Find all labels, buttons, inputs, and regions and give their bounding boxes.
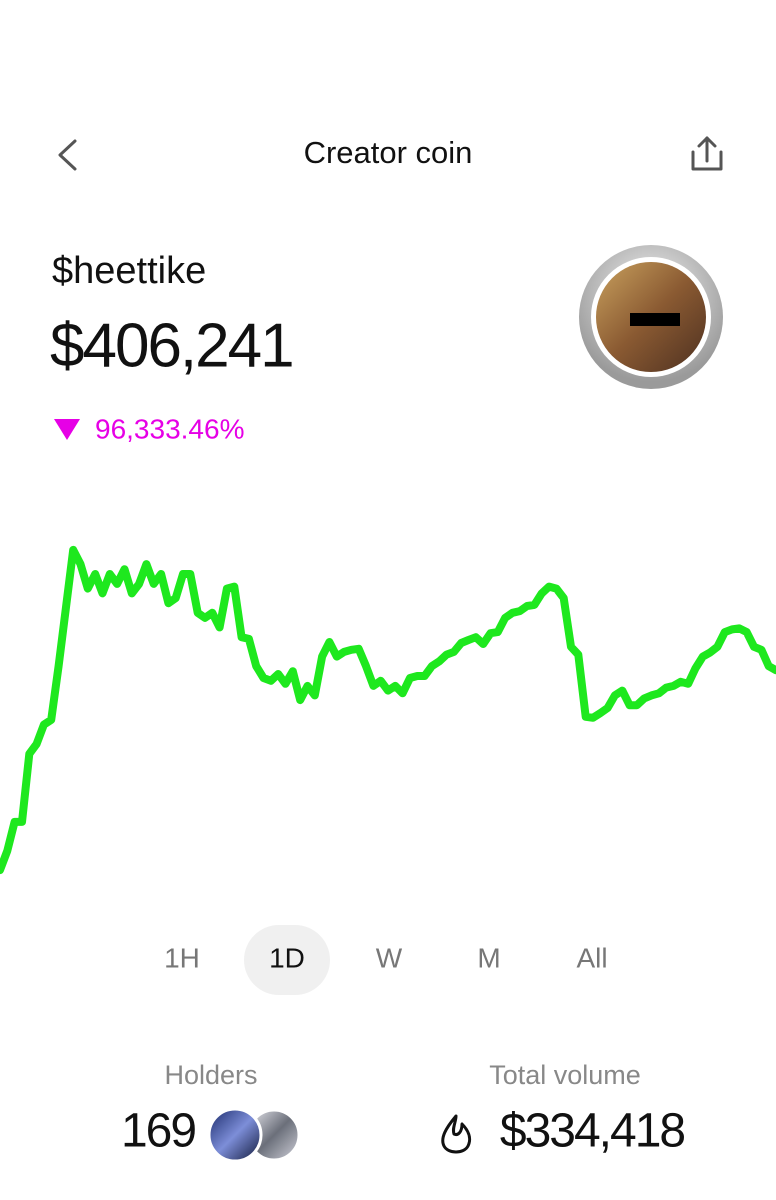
holders-label: Holders bbox=[164, 1060, 257, 1090]
coin-ticker: $heettike bbox=[52, 250, 206, 292]
coin-price: $406,241 bbox=[50, 311, 293, 380]
coin-avatar bbox=[579, 245, 723, 389]
timeframe-tab[interactable]: 1D bbox=[269, 942, 305, 973]
holders-count: 169 bbox=[121, 1105, 195, 1158]
timeframe-tab[interactable]: W bbox=[376, 942, 403, 973]
timeframe-tab[interactable]: M bbox=[477, 942, 500, 973]
header-title: Creator coin bbox=[304, 135, 473, 170]
fire-icon bbox=[441, 1114, 472, 1154]
coin-change: 96,333.46% bbox=[95, 413, 244, 444]
back-button[interactable] bbox=[58, 139, 77, 171]
share-button[interactable] bbox=[691, 136, 723, 171]
volume-value: $334,418 bbox=[500, 1105, 685, 1158]
holder-avatar bbox=[207, 1107, 263, 1163]
volume-label: Total volume bbox=[489, 1060, 641, 1090]
selected-timeframe-bg bbox=[244, 925, 330, 995]
down-arrow bbox=[54, 419, 80, 440]
price-line bbox=[0, 545, 776, 875]
timeframe-tab[interactable]: All bbox=[576, 942, 607, 973]
price-chart bbox=[0, 545, 776, 875]
timeframe-tab[interactable]: 1H bbox=[164, 942, 200, 973]
